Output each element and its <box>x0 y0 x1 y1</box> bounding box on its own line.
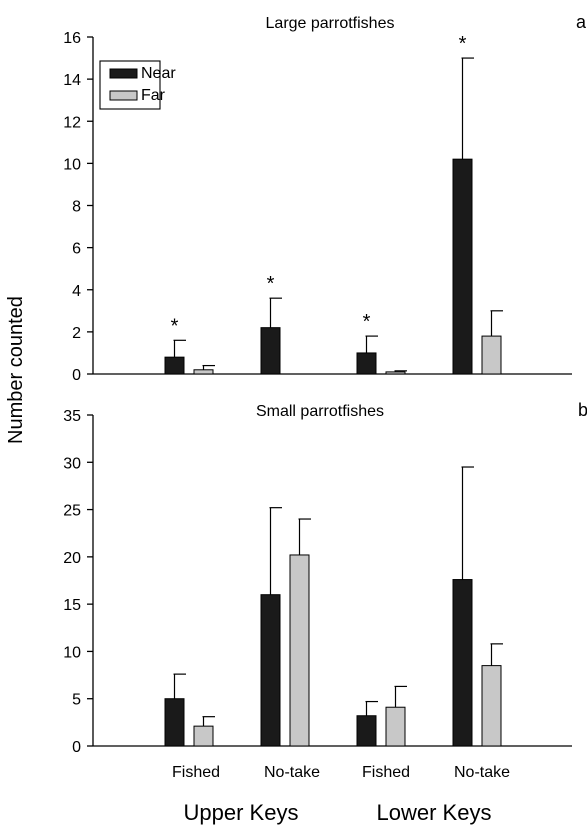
y-tick-label: 10 <box>63 644 81 661</box>
bar-far <box>481 665 502 747</box>
y-tick-label: 2 <box>72 325 81 342</box>
panel-b-small-parrotfishes: Small parrotfishes b 0 5 10 15 20 25 30 35 <box>63 400 587 756</box>
x-axis-category-labels: Fished No-take Fished No-take <box>172 764 510 781</box>
y-tick-label: 20 <box>63 550 81 567</box>
bar-far <box>385 706 406 747</box>
x-tick-label: Fished <box>362 764 410 781</box>
bar-near <box>260 327 281 375</box>
y-tick-label: 35 <box>63 408 81 425</box>
bar-near <box>356 715 377 747</box>
x-tick-label: Fished <box>172 764 220 781</box>
significance-marker: * <box>267 273 275 295</box>
legend-swatch-far <box>109 90 138 101</box>
y-axis-label: Number counted <box>5 296 27 444</box>
x-tick-label: No-take <box>454 764 510 781</box>
legend-label: Far <box>141 87 166 104</box>
bar-near <box>164 698 185 747</box>
y-tick-label: 6 <box>72 241 81 258</box>
y-tick-label: 5 <box>72 692 81 709</box>
bar-far <box>481 335 502 375</box>
y-tick-label: 4 <box>72 283 81 300</box>
panel-letter: a <box>576 12 587 32</box>
bar-far <box>385 371 406 375</box>
y-tick-label: 15 <box>63 597 81 614</box>
significance-marker: * <box>171 315 179 337</box>
bar-far <box>193 369 214 375</box>
y-tick-label: 10 <box>63 156 81 173</box>
x-tick-label: No-take <box>264 764 320 781</box>
y-tick-label: 0 <box>72 739 81 756</box>
bar-far <box>193 725 214 747</box>
bar-near <box>452 579 473 747</box>
bar-near <box>452 158 473 375</box>
bar-near <box>260 594 281 747</box>
significance-marker: * <box>363 311 371 333</box>
y-tick-label: 8 <box>72 199 81 216</box>
y-tick-label: 14 <box>63 72 81 89</box>
y-tick-label: 16 <box>63 30 81 47</box>
bar-near <box>356 352 377 375</box>
y-tick-label: 0 <box>72 367 81 384</box>
panel-letter: b <box>578 400 587 420</box>
y-tick-label: 25 <box>63 503 81 520</box>
panel-title: Large parrotfishes <box>266 15 395 32</box>
bar-near <box>164 356 185 375</box>
y-tick-label: 30 <box>63 455 81 472</box>
significance-marker: * <box>459 33 467 55</box>
bar-far <box>289 554 310 747</box>
y-tick-label: 12 <box>63 114 81 131</box>
group-label-upper-keys: Upper Keys <box>184 800 299 825</box>
panel-a-large-parrotfishes: Large parrotfishes a 0 2 4 6 8 10 12 14 16 * * * * Near… <box>63 12 587 384</box>
panel-title: Small parrotfishes <box>256 403 384 420</box>
group-label-lower-keys: Lower Keys <box>377 800 492 825</box>
legend-swatch-near <box>109 68 138 79</box>
legend-label: Near <box>141 65 176 82</box>
